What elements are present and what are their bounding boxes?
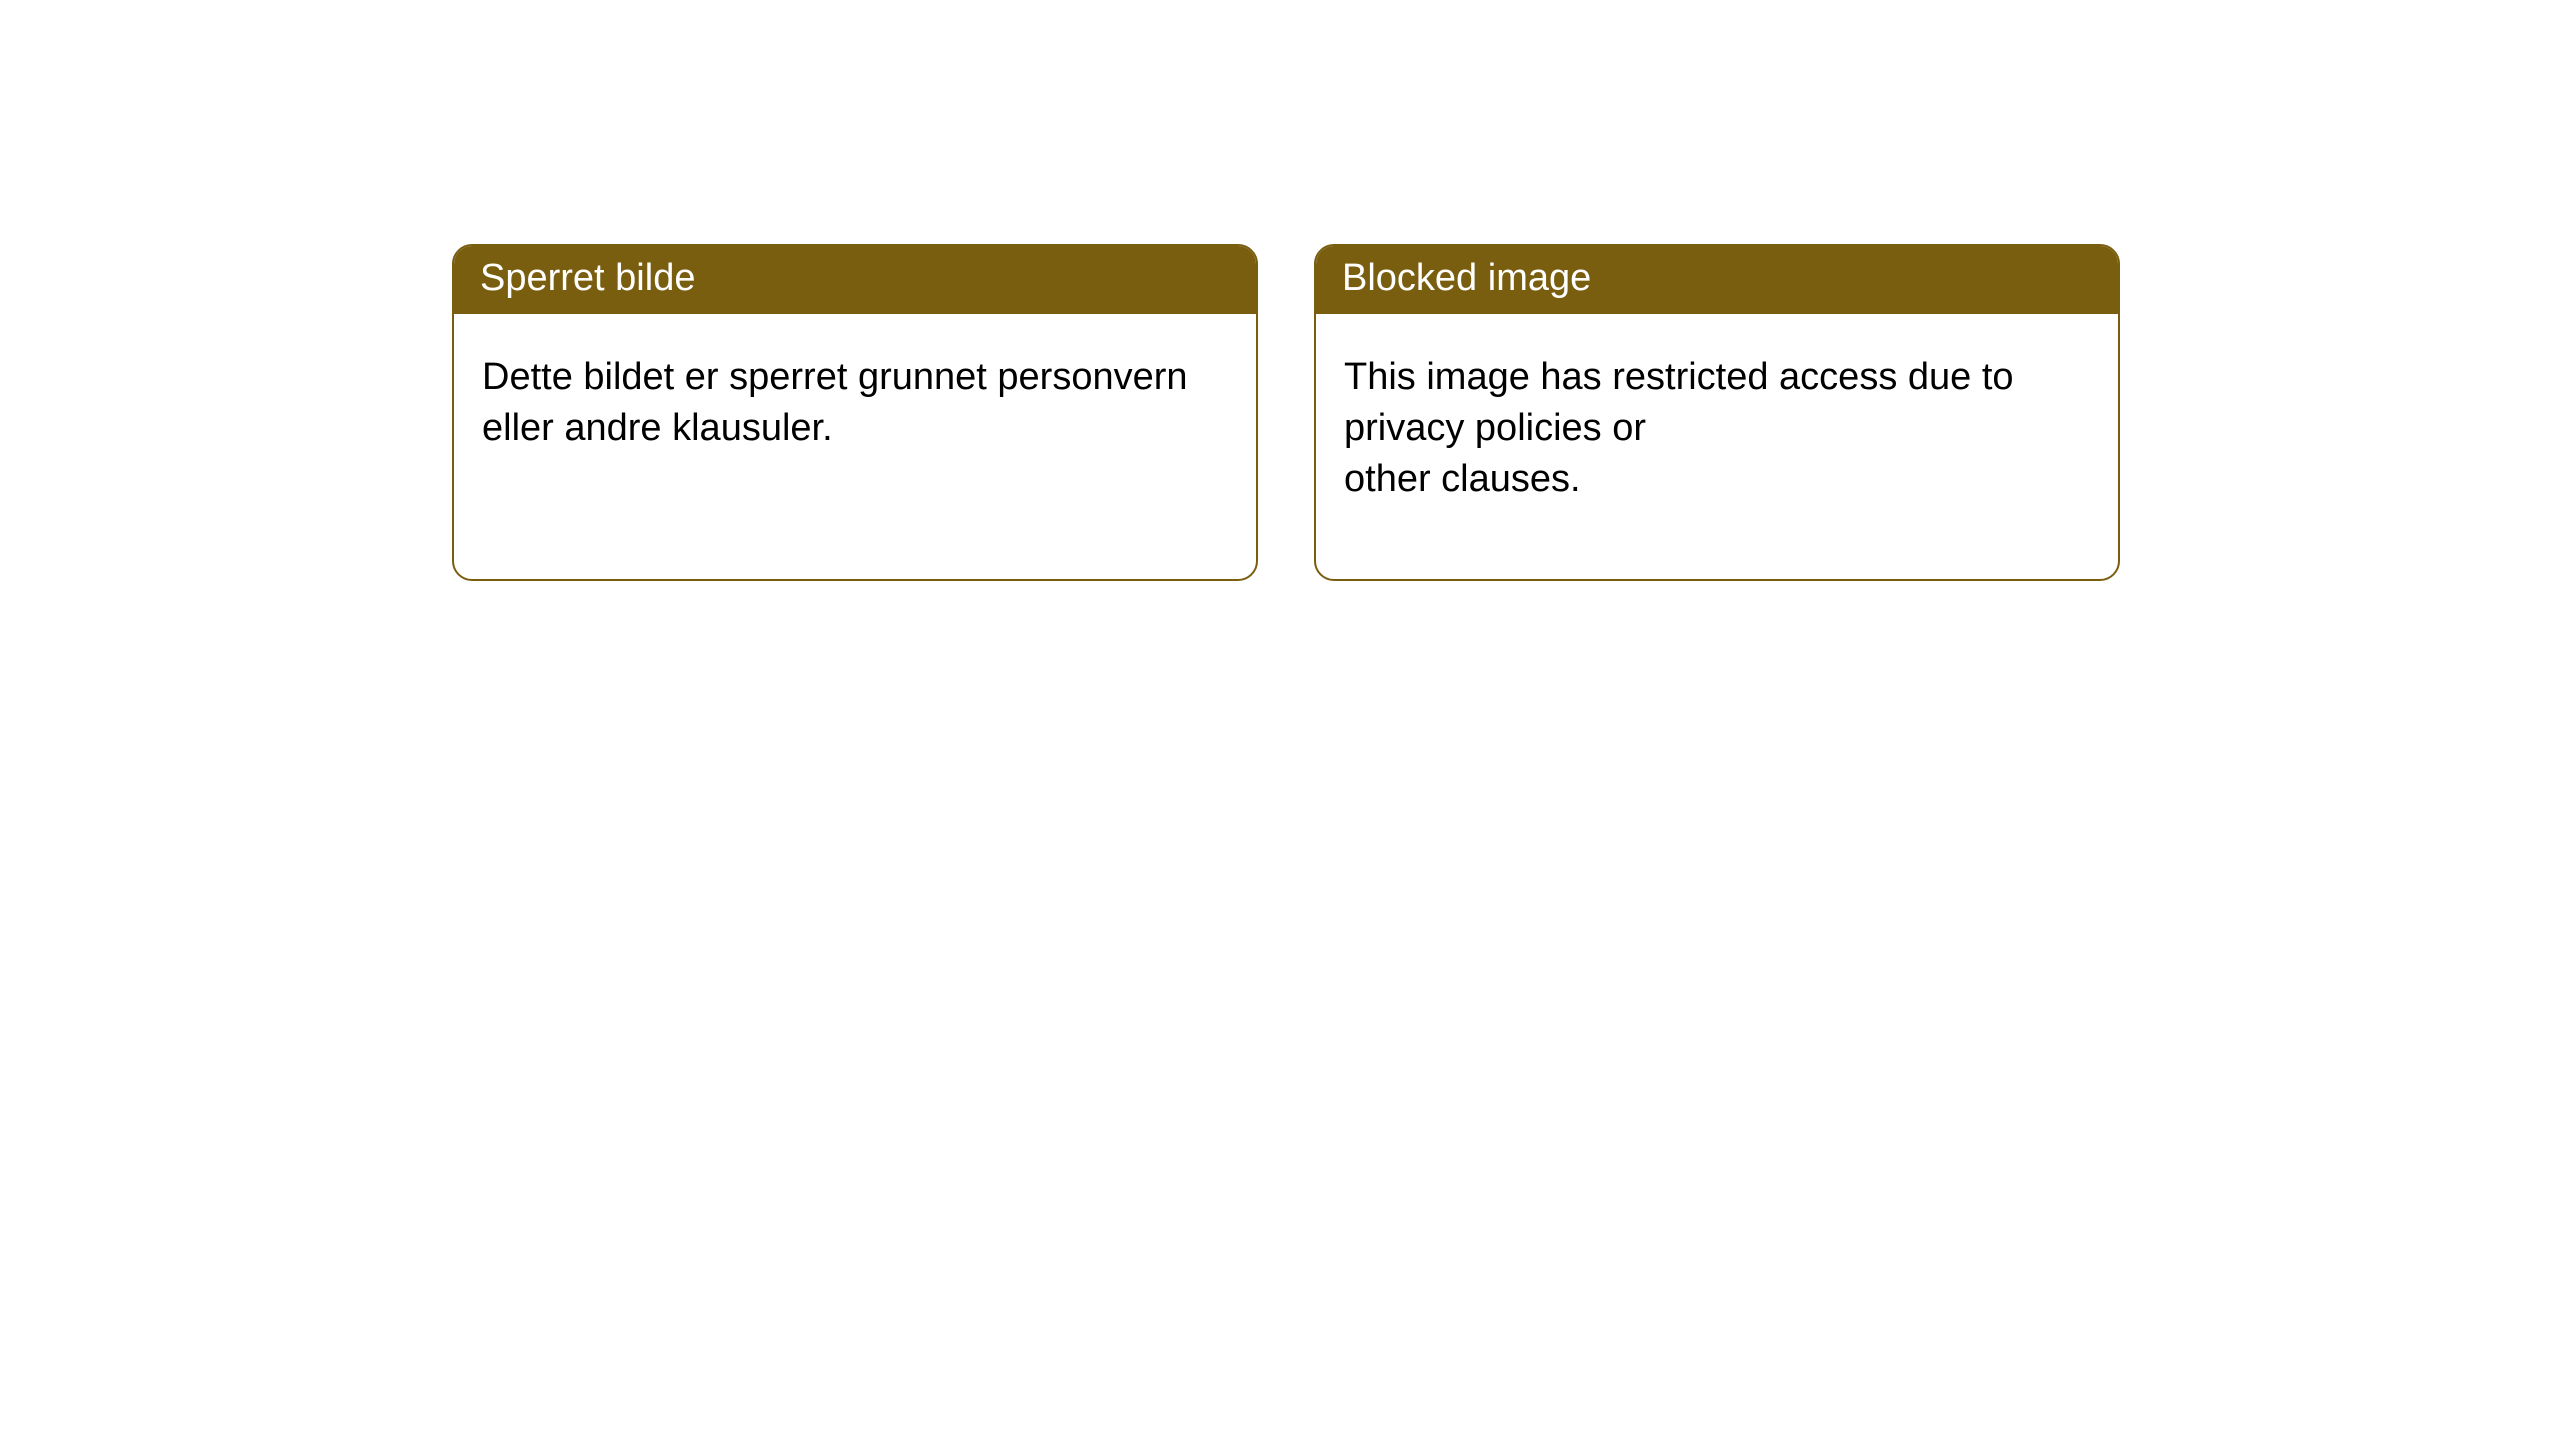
notice-card-norwegian: Sperret bilde Dette bildet er sperret gr…: [452, 244, 1258, 581]
notice-card-title: Blocked image: [1316, 246, 2118, 314]
notice-card-body: Dette bildet er sperret grunnet personve…: [454, 314, 1256, 483]
notice-card-title: Sperret bilde: [454, 246, 1256, 314]
notice-card-body: This image has restricted access due to …: [1316, 314, 2118, 534]
notice-container: Sperret bilde Dette bildet er sperret gr…: [0, 0, 2560, 581]
notice-card-english: Blocked image This image has restricted …: [1314, 244, 2120, 581]
